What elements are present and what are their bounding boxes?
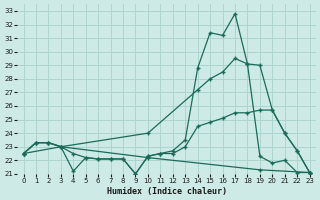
X-axis label: Humidex (Indice chaleur): Humidex (Indice chaleur) xyxy=(107,187,227,196)
